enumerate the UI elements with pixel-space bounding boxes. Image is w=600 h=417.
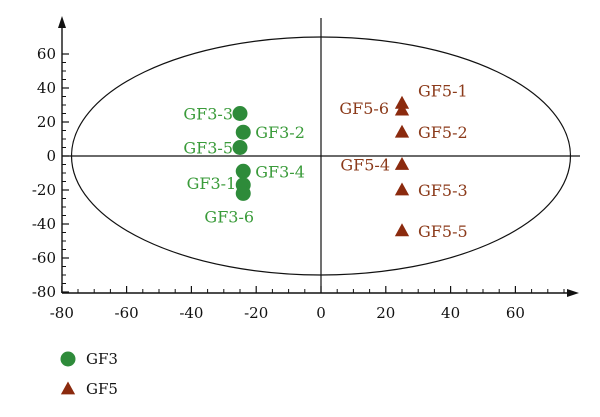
x-tick-label: 60 — [506, 304, 525, 322]
point-label-gf5-1: GF5-1 — [418, 81, 468, 100]
y-tick-label: -80 — [32, 283, 56, 301]
x-tick-label: 20 — [376, 304, 395, 322]
x-tick-label: -40 — [179, 304, 203, 322]
data-point-gf5-3 — [394, 182, 410, 196]
y-tick-label: 20 — [37, 113, 56, 131]
data-point-gf3-6 — [235, 185, 251, 201]
x-tick-label: 0 — [316, 304, 326, 322]
point-labels: GF3-3 GF3-2 GF3-5 GF3-4 GF3-1 GF3-6 GF5-1 GF5-6… — [183, 81, 467, 241]
x-tick-label: -20 — [244, 304, 268, 322]
legend-label-gf3: GF3 — [86, 350, 118, 368]
x-tick-label: 40 — [441, 304, 460, 322]
y-tick-label: 60 — [37, 45, 56, 63]
point-label-gf3-5: GF3-5 — [183, 139, 233, 158]
point-label-gf3-4: GF3-4 — [255, 162, 305, 181]
legend-marker-gf5 — [60, 381, 76, 395]
x-tick-label: -60 — [115, 304, 139, 322]
legend-label-gf5: GF5 — [86, 380, 118, 398]
point-label-gf5-6: GF5-6 — [339, 99, 389, 118]
confidence-ellipse-layer — [70, 36, 572, 276]
data-point-gf5-1 — [394, 95, 410, 109]
point-label-gf3-1: GF3-1 — [187, 174, 237, 193]
confidence-ellipse — [70, 36, 572, 276]
y-tick-label: 40 — [37, 79, 56, 97]
data-point-gf3-5 — [232, 140, 248, 155]
y-axis-arrow — [58, 16, 66, 28]
point-label-gf3-2: GF3-2 — [255, 123, 305, 142]
data-point-gf5-6 — [394, 102, 410, 116]
legend: GF3 GF5 — [60, 350, 118, 398]
y-tick-label: -40 — [32, 215, 56, 233]
point-label-gf5-2: GF5-2 — [418, 123, 468, 142]
axes: 60 40 20 0 -20 -40 -60 -80 -80 -60 -40 -20 0 20 40 60 — [32, 16, 580, 322]
data-points — [232, 95, 410, 237]
data-point-gf5-2 — [394, 124, 410, 138]
point-label-gf5-3: GF5-3 — [418, 181, 468, 200]
data-point-gf5-4 — [394, 157, 410, 170]
point-label-gf3-3: GF3-3 — [183, 105, 233, 124]
data-point-gf3-2 — [235, 124, 251, 140]
data-point-gf5-5 — [394, 223, 410, 237]
y-tick-label: 0 — [46, 147, 56, 165]
x-tick-label: -80 — [50, 304, 74, 322]
legend-marker-gf3 — [60, 351, 76, 367]
data-point-gf3-4 — [235, 163, 251, 179]
point-label-gf5-4: GF5-4 — [340, 156, 390, 175]
data-point-gf3-3 — [232, 106, 248, 121]
y-tick-label: -60 — [32, 249, 56, 267]
x-axis-arrow — [567, 289, 579, 297]
point-label-gf5-5: GF5-5 — [418, 222, 468, 241]
point-label-gf3-6: GF3-6 — [204, 207, 254, 226]
y-tick-label: -20 — [32, 181, 56, 199]
